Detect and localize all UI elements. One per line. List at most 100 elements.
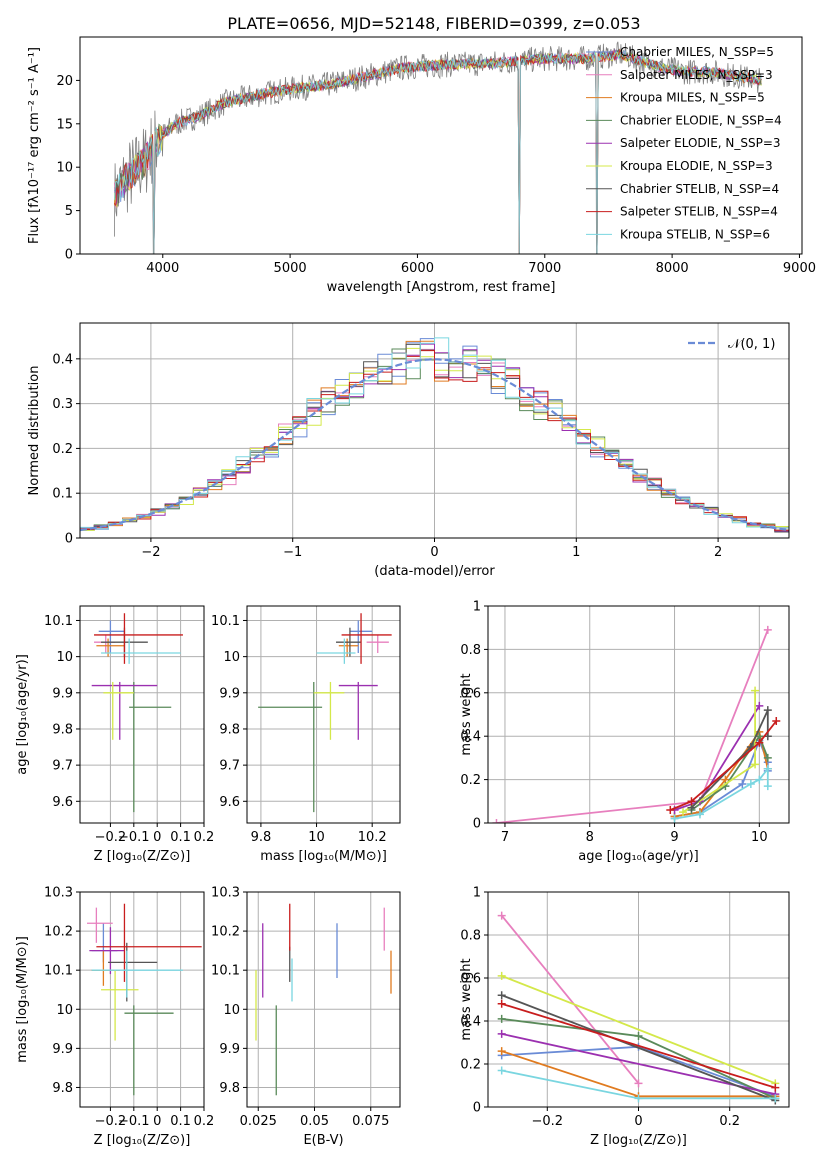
data-marker — [634, 1032, 643, 1041]
x-tick-label: 0 — [153, 1114, 161, 1129]
y-tick-label: 0 — [65, 248, 73, 263]
y-tick-label: 9.6 — [52, 795, 73, 810]
y-tick-label: 0 — [65, 532, 73, 547]
y-tick-label: 20 — [56, 74, 73, 89]
data-marker — [755, 701, 764, 710]
plot-area — [247, 892, 400, 1107]
y-axis-label: age [log₁₀(age/yr)] — [15, 654, 30, 775]
series-line-8 — [669, 720, 778, 811]
x-tick-label: 0.2 — [719, 1114, 740, 1129]
panel-3: −0.2−0.1 0 0.1 0.2 9.6 9.7 9.8 9.9 10 10.1 Z [log₁… — [15, 605, 215, 864]
y-tick-label: 9.7 — [52, 759, 73, 774]
data-marker — [763, 706, 772, 715]
legend-entry: Salpeter MILES, N_SSP=3 — [620, 68, 773, 82]
data-marker — [497, 999, 506, 1008]
y-tick-label: 9.9 — [52, 686, 73, 701]
y-tick-label: 9.8 — [219, 722, 240, 737]
panel-8: −0.2 0 0.2 0 0.2 0.4 0.6 0.8 1 Z [log₁₀(Z/Z⊙)] mas… — [459, 886, 790, 1148]
legend-entry: Kroupa ELODIE, N_SSP=3 — [620, 159, 773, 173]
panel-5: 7 8 9 10 0 0.2 0.4 0.6 0.8 1 age [log₁₀(age/yr)] ma… — [459, 600, 790, 864]
data-marker — [763, 764, 772, 773]
plot-area — [113, 41, 762, 254]
plot-area — [247, 606, 400, 823]
x-tick-label: 0.025 — [240, 1114, 277, 1129]
panel-1: 4000 5000 6000 7000 8000 9000 0 5 10 15 20 waveleng… — [27, 36, 816, 295]
x-tick-label: 1 — [572, 545, 580, 560]
legend-entry: Kroupa STELIB, N_SSP=6 — [620, 227, 770, 241]
legend-entry: Chabrier STELIB, N_SSP=4 — [620, 182, 779, 196]
plot-area — [80, 892, 204, 1107]
x-tick-label: 7 — [501, 830, 509, 845]
series-line-4 — [690, 734, 769, 811]
data-marker — [634, 1094, 643, 1103]
data-marker — [497, 1047, 506, 1056]
data-marker — [679, 808, 688, 817]
y-axis-label: mass weight — [459, 958, 474, 1040]
panel-4: 9.8 10 10.2 9.6 9.7 9.8 9.9 10 10.1 mass [log₁₀(M… — [211, 605, 401, 864]
data-marker — [771, 1094, 780, 1103]
y-tick-label: 10.3 — [211, 886, 240, 901]
panel-7: 0.025 0.05 0.075 9.8 9.9 10 10.1 10.2 10.3 E(B-V) — [211, 886, 401, 1148]
series-line-7 — [690, 709, 769, 809]
data-marker — [497, 911, 506, 920]
data-marker — [492, 819, 501, 823]
y-tick-label: 10.1 — [211, 614, 240, 629]
data-marker — [772, 717, 781, 726]
x-tick-label: −1 — [283, 545, 302, 560]
y-tick-label: 9.9 — [219, 686, 240, 701]
legend-entry: Chabrier MILES, N_SSP=5 — [620, 45, 774, 59]
panel-6: −0.2−0.1 0 0.1 0.2 9.8 9.9 10 10.1 10.2 10.3 Z [lo… — [15, 886, 214, 1149]
x-tick-label: 5000 — [274, 261, 307, 276]
x-tick-label: −0.2 — [531, 1114, 563, 1129]
x-axis-label: Z [log₁₀(Z/Z⊙)] — [94, 1133, 191, 1148]
x-tick-label: 9 — [670, 830, 678, 845]
y-axis-label: Flux [fλ10⁻¹⁷ erg cm⁻² s⁻¹ A⁻¹] — [27, 47, 42, 244]
y-tick-label: 10 — [56, 650, 73, 665]
figure-title: PLATE=0656, MJD=52148, FIBERID=0399, z=0… — [227, 14, 640, 33]
data-marker — [666, 805, 675, 814]
data-marker — [751, 760, 760, 769]
data-marker — [763, 753, 772, 762]
axes-frame — [79, 891, 205, 1108]
series-line-2 — [501, 915, 640, 1084]
x-axis-label: mass [log₁₀(M/M⊙)] — [260, 849, 387, 864]
x-tick-label: −0.1 — [118, 1114, 150, 1129]
data-marker — [746, 779, 755, 788]
legend-entry: Salpeter ELODIE, N_SSP=3 — [620, 136, 781, 150]
data-marker — [497, 991, 506, 1000]
x-tick-label: 0 — [430, 545, 438, 560]
x-tick-label: 2 — [714, 545, 722, 560]
y-tick-label: 0.8 — [460, 643, 481, 658]
axes-frame — [246, 891, 401, 1108]
series-line-8 — [501, 1002, 776, 1089]
histogram-9 — [80, 337, 789, 538]
y-tick-label: 0.8 — [460, 929, 481, 944]
data-marker — [771, 1083, 780, 1092]
x-tick-label: 10 — [751, 830, 768, 845]
x-tick-label: 0.2 — [194, 1114, 215, 1129]
y-tick-label: 5 — [65, 204, 73, 219]
y-tick-label: 0.1 — [52, 487, 73, 502]
y-tick-label: 10.3 — [44, 886, 73, 901]
normal-curve — [80, 358, 787, 532]
y-tick-label: 0.6 — [460, 686, 481, 701]
x-tick-label: 7000 — [528, 261, 561, 276]
series-line-7 — [501, 994, 776, 1102]
y-axis-label: mass weight — [459, 673, 474, 755]
x-tick-label: 4000 — [146, 261, 179, 276]
x-tick-label: 10.2 — [358, 830, 387, 845]
y-tick-label: 9.8 — [52, 722, 73, 737]
legend-entry: Salpeter STELIB, N_SSP=4 — [620, 205, 778, 219]
x-tick-label: −0.2 — [95, 1114, 127, 1129]
plot-area — [488, 892, 789, 1107]
y-tick-label: 9.9 — [219, 1042, 240, 1057]
y-tick-label: 10.2 — [44, 925, 73, 940]
y-tick-label: 0.6 — [460, 972, 481, 987]
x-tick-label: 0.2 — [194, 830, 215, 845]
data-marker — [670, 814, 679, 823]
x-tick-label: 9000 — [783, 261, 816, 276]
axes-frame — [79, 36, 803, 255]
y-tick-label: 0 — [473, 1101, 481, 1116]
data-marker — [497, 1014, 506, 1023]
